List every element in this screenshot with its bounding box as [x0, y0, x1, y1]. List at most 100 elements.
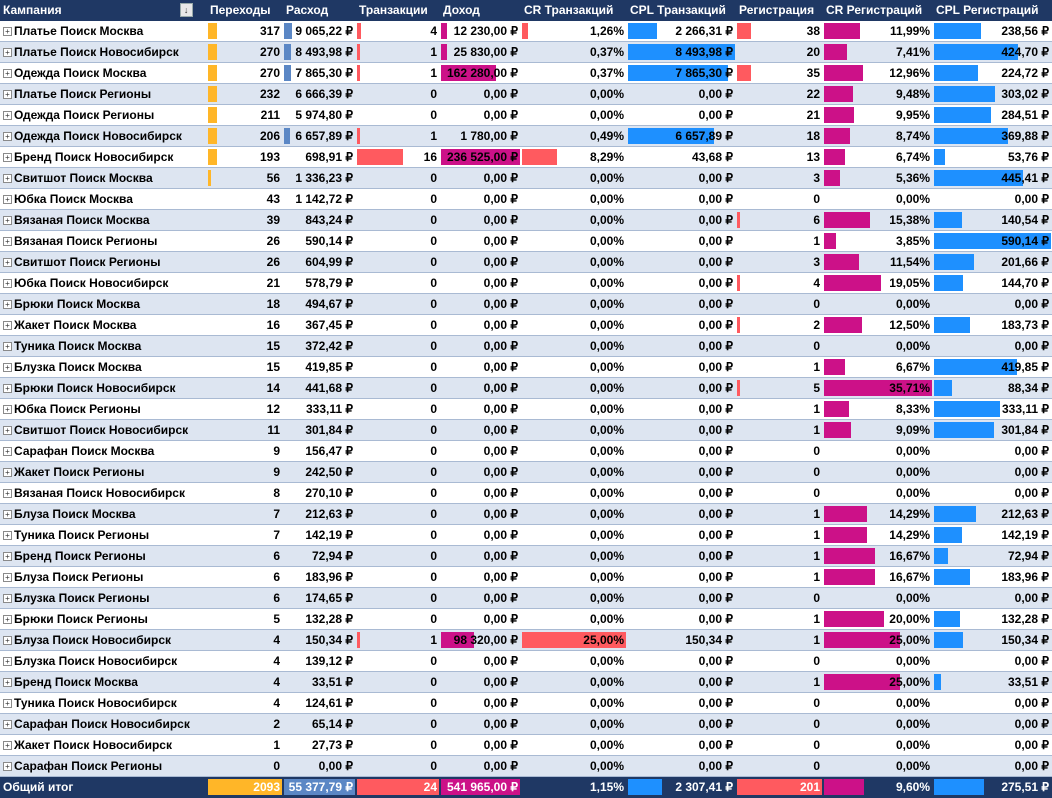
campaign-cell[interactable]: +Одежда Поиск Москва: [0, 63, 207, 84]
campaign-cell[interactable]: +Юбка Поиск Новосибирск: [0, 273, 207, 294]
campaign-cell[interactable]: +Свитшот Поиск Новосибирск: [0, 420, 207, 441]
header-cr-transactions[interactable]: CR Транзакций: [521, 0, 627, 21]
campaign-cell[interactable]: +Брюки Поиск Регионы: [0, 609, 207, 630]
campaign-cell[interactable]: +Блузка Поиск Новосибирск: [0, 651, 207, 672]
plus-box-icon[interactable]: +: [3, 90, 12, 99]
plus-box-icon[interactable]: +: [3, 741, 12, 750]
plus-box-icon[interactable]: +: [3, 636, 12, 645]
campaign-cell[interactable]: +Одежда Поиск Новосибирск: [0, 126, 207, 147]
campaign-cell[interactable]: +Туника Поиск Москва: [0, 336, 207, 357]
campaign-cell[interactable]: +Блуза Поиск Регионы: [0, 567, 207, 588]
campaign-cell[interactable]: +Свитшот Поиск Москва: [0, 168, 207, 189]
plus-box-icon[interactable]: +: [3, 195, 12, 204]
plus-box-icon[interactable]: +: [3, 762, 12, 771]
campaign-cell[interactable]: +Блуза Поиск Новосибирск: [0, 630, 207, 651]
campaign-cell[interactable]: +Туника Поиск Регионы: [0, 525, 207, 546]
plus-box-icon[interactable]: +: [3, 552, 12, 561]
plus-box-icon[interactable]: +: [3, 279, 12, 288]
header-registrations[interactable]: Регистрация: [736, 0, 823, 21]
plus-box-icon[interactable]: +: [3, 594, 12, 603]
campaign-cell[interactable]: +Вязаная Поиск Москва: [0, 210, 207, 231]
campaign-cell[interactable]: +Юбка Поиск Москва: [0, 189, 207, 210]
plus-box-icon[interactable]: +: [3, 111, 12, 120]
plus-box-icon[interactable]: +: [3, 720, 12, 729]
header-cpl-transactions[interactable]: CPL Транзакций: [627, 0, 736, 21]
header-cr-registrations[interactable]: CR Регистраций: [823, 0, 933, 21]
header-spend[interactable]: Расход: [283, 0, 356, 21]
campaign-cell[interactable]: +Жакет Поиск Новосибирск: [0, 735, 207, 756]
campaign-cell[interactable]: +Жакет Поиск Регионы: [0, 462, 207, 483]
plus-box-icon[interactable]: +: [3, 510, 12, 519]
plus-box-icon[interactable]: +: [3, 615, 12, 624]
campaign-cell[interactable]: +Платье Поиск Новосибирск: [0, 42, 207, 63]
campaign-cell[interactable]: +Бренд Поиск Москва: [0, 672, 207, 693]
plus-box-icon[interactable]: +: [3, 153, 12, 162]
campaign-cell[interactable]: +Юбка Поиск Регионы: [0, 399, 207, 420]
plus-box-icon[interactable]: +: [3, 174, 12, 183]
sort-descending-icon[interactable]: ↓: [180, 3, 193, 17]
plus-box-icon[interactable]: +: [3, 216, 12, 225]
plus-box-icon[interactable]: +: [3, 678, 12, 687]
plus-box-icon[interactable]: +: [3, 363, 12, 372]
plus-box-icon[interactable]: +: [3, 48, 12, 57]
campaign-cell[interactable]: +Платье Поиск Регионы: [0, 84, 207, 105]
header-cpl-registrations[interactable]: CPL Регистраций: [933, 0, 1052, 21]
plus-box-icon[interactable]: +: [3, 342, 12, 351]
plus-box-icon[interactable]: +: [3, 657, 12, 666]
plus-box-icon[interactable]: +: [3, 531, 12, 540]
plus-box-icon[interactable]: +: [3, 237, 12, 246]
campaign-cell[interactable]: +Блузка Поиск Регионы: [0, 588, 207, 609]
plus-box-icon[interactable]: +: [3, 468, 12, 477]
plus-box-icon[interactable]: +: [3, 573, 12, 582]
header-visits[interactable]: Переходы: [207, 0, 283, 21]
header-campaign[interactable]: Кампания↓: [0, 0, 207, 21]
plus-box-icon[interactable]: +: [3, 405, 12, 414]
campaign-cell[interactable]: +Блузка Поиск Москва: [0, 357, 207, 378]
plus-box-icon[interactable]: +: [3, 489, 12, 498]
plus-box-icon[interactable]: +: [3, 258, 12, 267]
plus-box-icon[interactable]: +: [3, 132, 12, 141]
campaign-cell[interactable]: +Бренд Поиск Новосибирск: [0, 147, 207, 168]
campaign-cell[interactable]: Общий итог: [0, 777, 207, 798]
campaign-cell[interactable]: +Сарафан Поиск Москва: [0, 441, 207, 462]
campaign-cell[interactable]: +Платье Поиск Москва: [0, 21, 207, 42]
plus-box-icon[interactable]: +: [3, 699, 12, 708]
plus-box-icon[interactable]: +: [3, 321, 12, 330]
campaign-cell[interactable]: +Туника Поиск Новосибирск: [0, 693, 207, 714]
campaign-cell[interactable]: +Сарафан Поиск Регионы: [0, 756, 207, 777]
campaign-cell[interactable]: +Сарафан Поиск Новосибирск: [0, 714, 207, 735]
campaign-cell[interactable]: +Вязаная Поиск Новосибирск: [0, 483, 207, 504]
campaign-cell[interactable]: +Брюки Поиск Новосибирск: [0, 378, 207, 399]
plus-box-icon[interactable]: +: [3, 300, 12, 309]
header-revenue[interactable]: Доход: [440, 0, 521, 21]
campaign-cell[interactable]: +Бренд Поиск Регионы: [0, 546, 207, 567]
campaign-cell[interactable]: +Свитшот Поиск Регионы: [0, 252, 207, 273]
